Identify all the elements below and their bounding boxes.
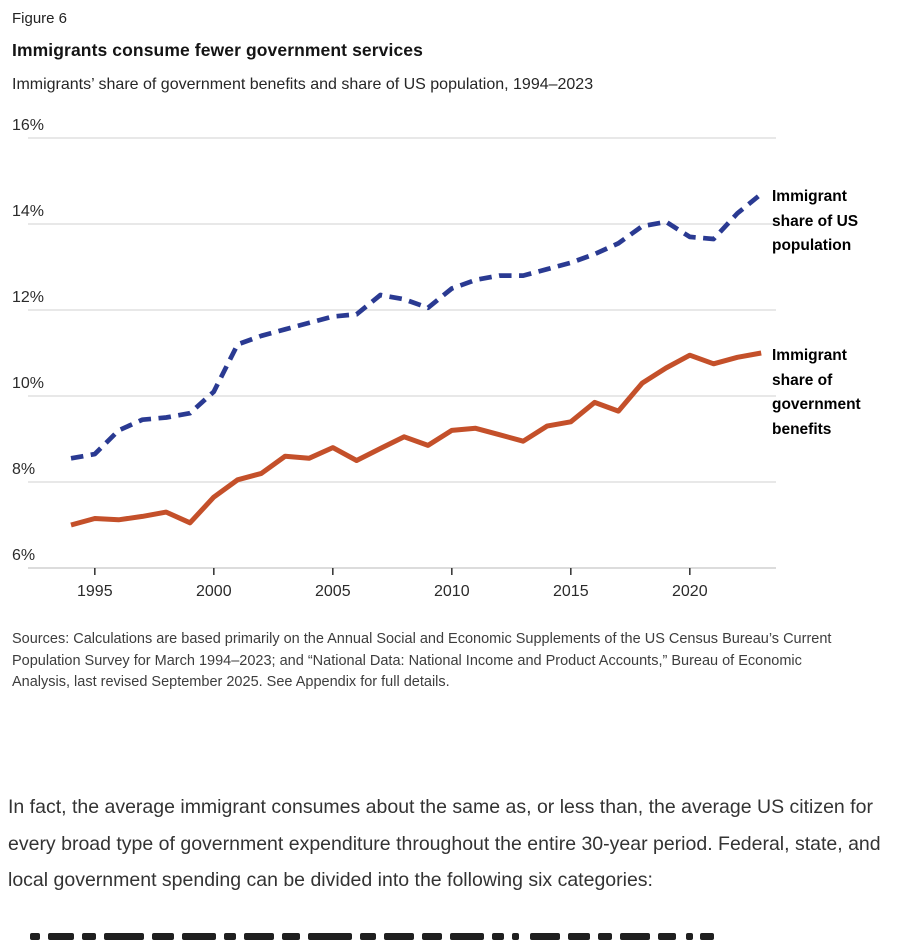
clipped-glyph-fragment <box>182 933 216 940</box>
clipped-glyph-fragment <box>48 933 74 940</box>
y-axis-label: 16% <box>12 117 44 134</box>
x-axis-label: 2015 <box>553 583 589 600</box>
figure-title: Immigrants consume fewer government serv… <box>12 40 423 60</box>
clipped-glyph-fragment <box>384 933 414 940</box>
clipped-glyph-fragment <box>308 933 352 940</box>
x-axis-label: 2000 <box>196 583 232 600</box>
population-share-line <box>70 192 763 461</box>
clipped-glyph-fragment <box>82 933 96 940</box>
clipped-glyph-fragment <box>104 933 144 940</box>
y-axis-label: 6% <box>12 547 35 564</box>
clipped-glyph-fragment <box>282 933 300 940</box>
figure-label: Figure 6 <box>12 10 68 27</box>
y-axis-label: 12% <box>12 289 44 306</box>
x-axis-label: 1995 <box>77 583 113 600</box>
clipped-text-strip <box>0 933 897 942</box>
clipped-glyph-fragment <box>686 933 693 940</box>
series-label-population: Immigrant share of US population <box>772 188 859 254</box>
chart-canvas: 16% 14% 12% 10% 8% 6% 1995 2000 2005 2010 2015 2020 <box>12 117 776 600</box>
clipped-glyph-fragment <box>422 933 442 940</box>
clipped-glyph-fragment <box>492 933 504 940</box>
clipped-glyph-fragment <box>30 933 40 940</box>
x-axis-label: 2010 <box>434 583 470 600</box>
clipped-glyph-fragment <box>700 933 714 940</box>
clipped-glyph-fragment <box>658 933 676 940</box>
clipped-glyph-fragment <box>244 933 274 940</box>
series-label-benefits: Immigrant share of government benefits <box>772 347 861 438</box>
y-axis-label: 10% <box>12 375 44 392</box>
clipped-glyph-fragment <box>530 933 560 940</box>
y-axis-label: 8% <box>12 461 35 478</box>
benefits-share-line <box>70 350 762 528</box>
clipped-glyph-fragment <box>224 933 236 940</box>
x-axis-label: 2005 <box>315 583 351 600</box>
clipped-glyph-fragment <box>450 933 484 940</box>
body-paragraph: In fact, the average immigrant consumes … <box>8 796 881 891</box>
y-axis-label: 14% <box>12 203 44 220</box>
clipped-glyph-fragment <box>360 933 376 940</box>
figure-subtitle: Immigrants’ share of government benefits… <box>12 76 594 93</box>
clipped-glyph-fragment <box>512 933 519 940</box>
sources-note: Sources: Calculations are based primaril… <box>12 631 832 691</box>
clipped-glyph-fragment <box>598 933 612 940</box>
clipped-glyph-fragment <box>620 933 650 940</box>
line-chart: 16% 14% 12% 10% 8% 6% 1995 2000 2005 2010 2015 2020… <box>12 117 861 600</box>
x-axis-label: 2020 <box>672 583 708 600</box>
clipped-glyph-fragment <box>152 933 174 940</box>
clipped-glyph-fragment <box>568 933 590 940</box>
